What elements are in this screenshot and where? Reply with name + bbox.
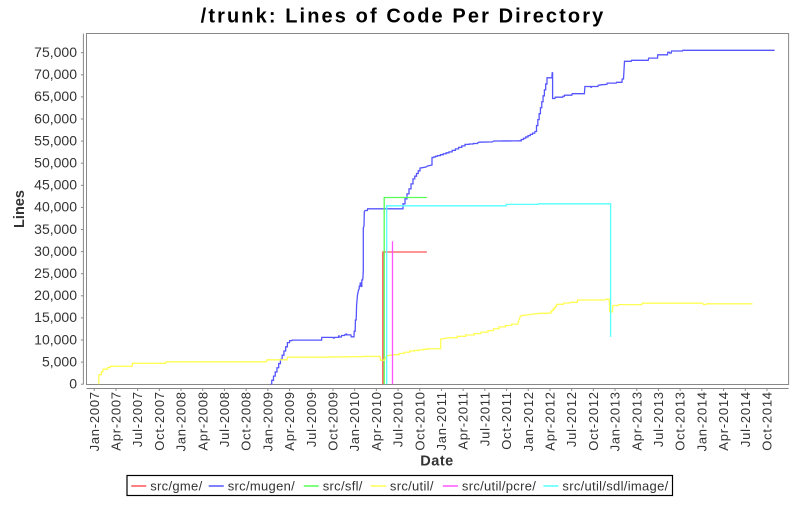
svg-text:Jul-2014: Jul-2014 xyxy=(738,391,753,447)
svg-text:Apr-2007: Apr-2007 xyxy=(109,391,124,450)
svg-text:src/util/: src/util/ xyxy=(390,479,434,494)
svg-text:Jan-2007: Jan-2007 xyxy=(87,391,102,451)
svg-text:15,000: 15,000 xyxy=(34,309,77,325)
svg-text:Lines: Lines xyxy=(12,190,28,228)
svg-text:Jul-2011: Jul-2011 xyxy=(477,391,492,446)
svg-text:Jul-2008: Jul-2008 xyxy=(217,391,232,447)
svg-text:Jul-2012: Jul-2012 xyxy=(564,391,579,447)
svg-text:Jan-2011: Jan-2011 xyxy=(434,391,449,450)
svg-text:Jan-2008: Jan-2008 xyxy=(174,391,189,451)
svg-text:Apr-2011: Apr-2011 xyxy=(456,391,471,450)
svg-text:Oct-2009: Oct-2009 xyxy=(326,391,341,450)
svg-text:Oct-2008: Oct-2008 xyxy=(239,391,254,450)
svg-text:Apr-2008: Apr-2008 xyxy=(195,391,210,450)
svg-text:Apr-2013: Apr-2013 xyxy=(629,391,644,450)
svg-text:Jul-2009: Jul-2009 xyxy=(304,391,319,447)
svg-text:5,000: 5,000 xyxy=(42,353,77,369)
svg-text:src/gme/: src/gme/ xyxy=(150,479,202,494)
svg-text:src/mugen/: src/mugen/ xyxy=(228,479,295,494)
svg-text:Date: Date xyxy=(420,454,453,470)
svg-text:Oct-2012: Oct-2012 xyxy=(586,391,601,450)
svg-text:Jul-2007: Jul-2007 xyxy=(130,391,145,447)
svg-text:35,000: 35,000 xyxy=(34,221,77,237)
svg-text:75,000: 75,000 xyxy=(34,44,77,60)
svg-text:70,000: 70,000 xyxy=(34,66,77,82)
svg-text:Jan-2009: Jan-2009 xyxy=(260,391,275,451)
svg-text:Jan-2013: Jan-2013 xyxy=(608,391,623,451)
svg-text:Oct-2011: Oct-2011 xyxy=(499,391,514,450)
svg-text:Jan-2014: Jan-2014 xyxy=(694,391,709,451)
svg-text:45,000: 45,000 xyxy=(34,177,77,193)
svg-text:30,000: 30,000 xyxy=(34,243,77,259)
svg-text:Jul-2010: Jul-2010 xyxy=(391,391,406,447)
svg-text:55,000: 55,000 xyxy=(34,132,77,148)
svg-text:Oct-2014: Oct-2014 xyxy=(760,391,775,450)
svg-text:50,000: 50,000 xyxy=(34,155,77,171)
svg-text:Apr-2014: Apr-2014 xyxy=(716,391,731,450)
svg-text:60,000: 60,000 xyxy=(34,110,77,126)
svg-text:0: 0 xyxy=(69,376,77,392)
svg-text:Oct-2013: Oct-2013 xyxy=(673,391,688,450)
svg-text:src/sfl/: src/sfl/ xyxy=(323,479,363,494)
svg-text:25,000: 25,000 xyxy=(34,265,77,281)
svg-text:65,000: 65,000 xyxy=(34,88,77,104)
svg-text:20,000: 20,000 xyxy=(34,287,77,303)
svg-text:/trunk: Lines of Code Per Dire: /trunk: Lines of Code Per Directory xyxy=(201,6,606,28)
svg-text:Oct-2010: Oct-2010 xyxy=(412,391,427,450)
svg-text:src/util/sdl/image/: src/util/sdl/image/ xyxy=(562,479,668,494)
svg-text:Apr-2009: Apr-2009 xyxy=(282,391,297,450)
svg-text:Jan-2010: Jan-2010 xyxy=(347,391,362,451)
svg-text:Apr-2010: Apr-2010 xyxy=(369,391,384,450)
svg-text:Oct-2007: Oct-2007 xyxy=(152,391,167,450)
svg-text:Jan-2012: Jan-2012 xyxy=(521,391,536,451)
svg-text:10,000: 10,000 xyxy=(34,331,77,347)
svg-text:40,000: 40,000 xyxy=(34,199,77,215)
svg-text:src/util/pcre/: src/util/pcre/ xyxy=(462,479,536,494)
svg-text:Jul-2013: Jul-2013 xyxy=(651,391,666,447)
svg-text:Apr-2012: Apr-2012 xyxy=(543,391,558,450)
